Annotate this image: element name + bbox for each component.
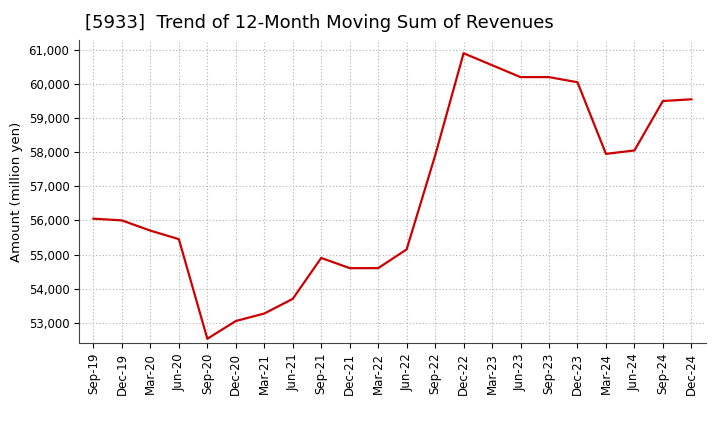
Y-axis label: Amount (million yen): Amount (million yen): [10, 121, 23, 261]
Text: [5933]  Trend of 12-Month Moving Sum of Revenues: [5933] Trend of 12-Month Moving Sum of R…: [86, 15, 554, 33]
